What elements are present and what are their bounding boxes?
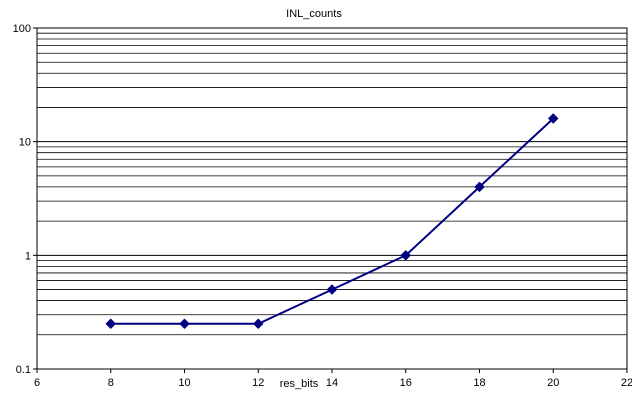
x-tick-label: 12 (252, 377, 264, 389)
series-group (105, 113, 559, 330)
x-tick-label: 10 (178, 377, 190, 389)
data-point-marker (252, 318, 264, 330)
x-axis-label: res_bits (280, 378, 319, 390)
chart-title: INL_counts (286, 8, 342, 20)
x-tick-label: 22 (621, 377, 632, 389)
data-point-marker (326, 284, 338, 295)
data-point-marker (400, 249, 412, 261)
y-tick-label: 10 (19, 137, 31, 149)
data-point-marker (474, 181, 485, 193)
x-tick-label: 18 (473, 377, 485, 389)
x-axis-ticks: 6 8 10 12 14 16 18 20 22 (34, 369, 632, 389)
data-point-marker (547, 113, 559, 124)
y-axis-ticks: 0.1 1 10 100 (13, 23, 37, 376)
y-tick-label: 100 (13, 23, 31, 35)
y-tick-label: 1 (25, 250, 31, 262)
x-tick-label: 16 (400, 377, 412, 389)
x-tick-label: 6 (34, 377, 40, 389)
plot-area (36, 27, 628, 370)
y-tick-label: 0.1 (16, 364, 31, 376)
data-point-marker (105, 318, 117, 330)
x-tick-label: 14 (326, 377, 338, 389)
grid-lines (37, 32, 627, 336)
data-point-marker (179, 318, 190, 330)
x-tick-label: 20 (547, 377, 559, 389)
x-tick-label: 8 (108, 377, 114, 389)
